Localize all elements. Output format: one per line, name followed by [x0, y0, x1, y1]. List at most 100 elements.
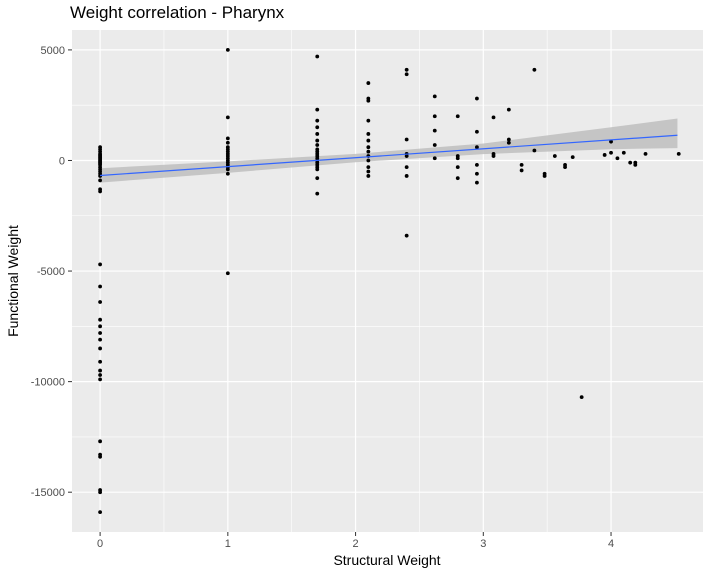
x-tick-label: 3 [480, 538, 486, 550]
data-point [225, 167, 230, 172]
data-point [366, 145, 371, 150]
data-point [98, 439, 103, 444]
data-point [475, 162, 479, 167]
data-point [404, 67, 409, 72]
data-point [676, 151, 681, 156]
data-point [315, 167, 320, 172]
x-tick-label: 2 [353, 538, 359, 550]
minor-gridlines [72, 30, 703, 532]
data-point [570, 155, 575, 160]
data-point [404, 174, 409, 178]
data-point [366, 138, 371, 143]
x-axis-title: Structural Weight [333, 552, 440, 568]
trend-line [100, 134, 678, 177]
data-point [315, 125, 320, 130]
major-gridlines [72, 30, 703, 532]
data-point [532, 67, 537, 72]
y-tick-label: 5000 [41, 45, 65, 57]
data-point [315, 107, 320, 112]
y-tick-label: -5000 [37, 266, 65, 278]
data-point [366, 169, 371, 174]
chart-title: Weight correlation - Pharynx [70, 3, 285, 22]
data-point [366, 81, 371, 85]
data-point [98, 331, 103, 335]
data-point [98, 454, 103, 459]
data-point [225, 271, 230, 276]
data-point [98, 359, 103, 364]
data-point [475, 145, 479, 150]
data-point [366, 132, 371, 136]
data-point [455, 114, 460, 119]
y-tick-label: 0 [59, 155, 65, 167]
data-point [98, 368, 103, 373]
data-point [98, 337, 103, 342]
data-point [621, 150, 626, 155]
data-point [609, 150, 613, 155]
data-point [98, 189, 103, 194]
data-point [98, 284, 103, 289]
data-point [225, 48, 230, 52]
data-point [366, 174, 371, 178]
data-point [366, 149, 371, 154]
confidence-ribbon-layer [100, 118, 678, 183]
data-point [506, 107, 511, 112]
data-point [366, 118, 371, 123]
data-point [491, 115, 496, 120]
data-point [552, 154, 557, 158]
data-point [519, 168, 524, 173]
data-point [633, 162, 638, 167]
data-point [98, 262, 103, 267]
data-point [404, 233, 409, 238]
data-point [491, 154, 496, 158]
y-tick-label: -10000 [31, 377, 65, 389]
data-point [542, 174, 547, 178]
data-point [366, 165, 371, 170]
data-point [519, 162, 524, 167]
y-axis-ticks: -15000 -10000 -5000 0 5000 [31, 45, 72, 499]
trend-line-layer [100, 134, 678, 177]
x-axis-ticks: 0 1 2 3 4 [97, 532, 614, 550]
data-point [602, 153, 607, 157]
y-tick-label: -15000 [31, 487, 65, 499]
data-point [432, 128, 437, 133]
data-point [643, 151, 648, 156]
confidence-ribbon [100, 118, 678, 183]
data-point [98, 490, 103, 495]
data-point [315, 138, 320, 143]
data-point [98, 324, 103, 329]
data-point [615, 156, 620, 161]
data-point [225, 171, 230, 176]
data-point [315, 118, 320, 123]
data-point [98, 377, 103, 382]
data-point [404, 165, 409, 170]
data-point [98, 510, 103, 514]
data-point [455, 156, 460, 161]
data-point [315, 191, 320, 196]
data-point [579, 395, 584, 400]
points-layer [98, 48, 681, 514]
data-point [98, 373, 103, 377]
data-point [315, 54, 320, 59]
data-point [225, 136, 230, 141]
data-point [98, 317, 103, 322]
data-point [404, 72, 409, 77]
data-point [225, 115, 230, 120]
data-point [366, 98, 371, 103]
data-point [315, 143, 320, 147]
x-tick-label: 0 [97, 538, 103, 550]
data-point [432, 114, 437, 119]
data-point [475, 180, 479, 185]
data-point [432, 156, 437, 161]
data-point [98, 346, 103, 351]
data-point [532, 148, 537, 153]
y-axis-title: Functional Weight [5, 225, 21, 337]
data-point [506, 137, 511, 142]
x-tick-label: 1 [225, 538, 231, 550]
data-point [475, 96, 479, 101]
data-point [404, 137, 409, 142]
data-point [609, 139, 613, 144]
data-point [366, 158, 371, 163]
data-point [404, 154, 409, 158]
data-point [563, 165, 567, 170]
